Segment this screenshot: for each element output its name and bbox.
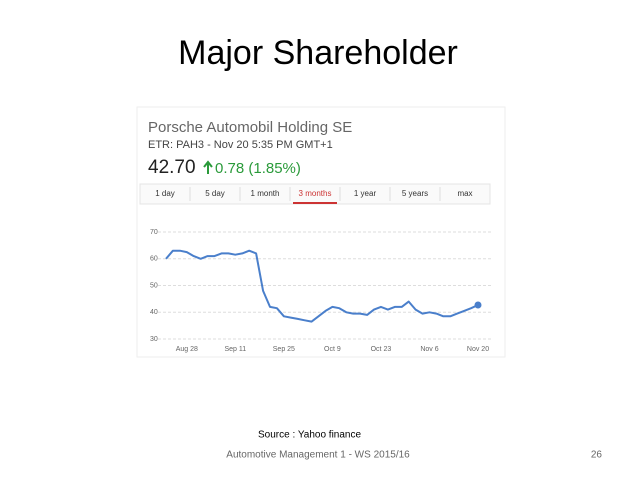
range-tab[interactable]: 1 day bbox=[155, 189, 175, 198]
price-line bbox=[165, 249, 479, 323]
y-tick-label: 50 bbox=[150, 282, 158, 289]
range-tab[interactable]: 1 month bbox=[251, 189, 280, 198]
quote-info: ETR: PAH3 - Nov 20 5:35 PM GMT+1 bbox=[148, 139, 333, 151]
slide-title: Major Shareholder bbox=[178, 34, 458, 72]
x-tick-label: Nov 20 bbox=[467, 346, 489, 353]
last-point bbox=[474, 301, 482, 309]
y-tick-label: 30 bbox=[150, 336, 158, 343]
range-tab[interactable]: 5 years bbox=[402, 189, 428, 198]
page-number: 26 bbox=[591, 450, 603, 461]
x-tick-label: Sep 25 bbox=[273, 346, 295, 353]
x-tick-label: Sep 11 bbox=[224, 346, 246, 353]
y-tick-label: 60 bbox=[150, 256, 158, 263]
price: 42.70 bbox=[148, 157, 196, 178]
range-tab[interactable]: max bbox=[457, 189, 472, 198]
range-tab[interactable]: 3 months bbox=[299, 189, 332, 198]
x-tick-label: Oct 9 bbox=[324, 346, 341, 353]
x-tick-label: Nov 6 bbox=[420, 346, 438, 353]
range-tab[interactable]: 1 year bbox=[354, 189, 377, 198]
up-arrow bbox=[203, 160, 213, 174]
source: Source : Yahoo finance bbox=[258, 430, 361, 441]
y-tick-label: 70 bbox=[150, 229, 158, 236]
range-tab[interactable]: 5 day bbox=[205, 189, 225, 198]
x-tick-label: Oct 23 bbox=[371, 346, 392, 353]
company-name: Porsche Automobil Holding SE bbox=[148, 119, 352, 136]
footer: Automotive Management 1 - WS 2015/16 bbox=[226, 450, 410, 461]
x-tick-label: Aug 28 bbox=[176, 346, 198, 353]
y-tick-label: 40 bbox=[150, 309, 158, 316]
price-change: 0.78 (1.85%) bbox=[215, 160, 301, 177]
